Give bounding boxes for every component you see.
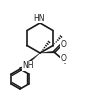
Text: HN: HN [33,14,45,23]
Text: O: O [61,39,67,49]
Polygon shape [40,51,54,53]
Text: NH: NH [22,62,34,70]
Polygon shape [28,53,40,63]
Text: O: O [61,54,67,63]
